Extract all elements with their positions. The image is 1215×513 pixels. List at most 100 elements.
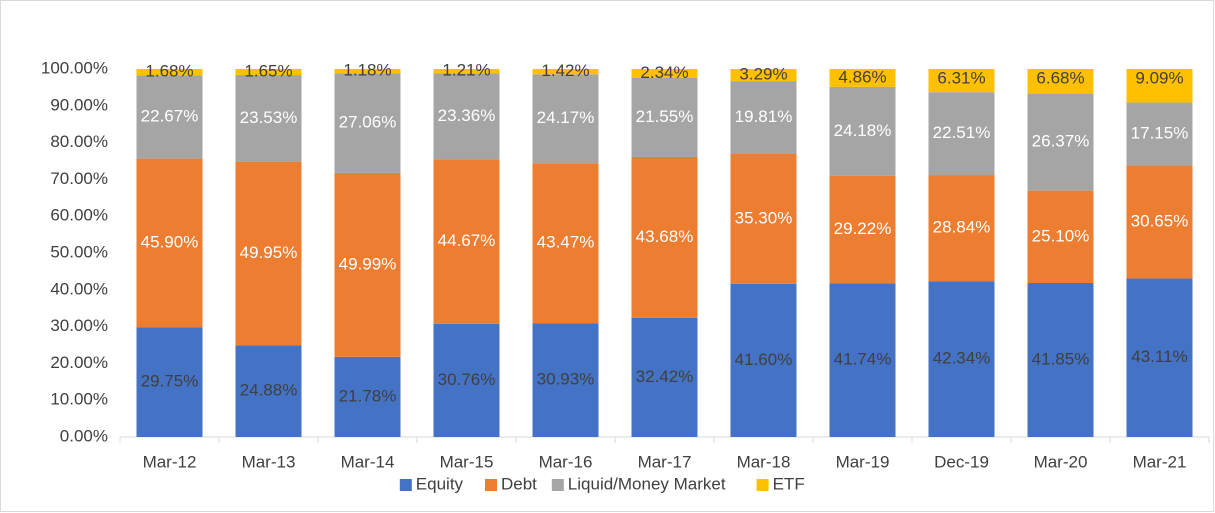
bar-segment — [532, 323, 599, 437]
legend-swatch — [399, 479, 412, 491]
data-label: 1.21% — [442, 61, 490, 80]
legend-label: Equity — [416, 474, 464, 493]
bar-segment — [136, 69, 203, 76]
bar-segment — [730, 81, 797, 155]
bar-segment — [532, 69, 599, 75]
data-label: 1.18% — [343, 61, 391, 80]
bar-segment — [631, 317, 698, 437]
bar-segment — [829, 69, 896, 87]
bar-segment — [631, 69, 698, 78]
x-tick-label: Mar-20 — [1034, 452, 1088, 471]
x-tick-label: Mar-18 — [737, 452, 791, 471]
data-label: 22.67% — [141, 106, 199, 125]
bar-segment — [829, 283, 896, 437]
y-tick-label: 60.00% — [50, 206, 108, 225]
y-tick-label: 40.00% — [50, 279, 108, 298]
data-label: 35.30% — [735, 208, 793, 227]
bar-segment — [928, 175, 995, 282]
data-label: 29.75% — [141, 372, 199, 391]
bar-segment — [829, 86, 896, 176]
x-tick-label: Dec-19 — [934, 452, 989, 471]
data-label: 21.78% — [339, 386, 397, 405]
y-tick-label: 50.00% — [50, 242, 108, 261]
data-label: 19.81% — [735, 107, 793, 126]
y-tick-label: 70.00% — [50, 169, 108, 188]
x-tick-label: Mar-15 — [440, 452, 494, 471]
data-label: 30.93% — [537, 370, 595, 389]
y-tick-label: 80.00% — [50, 132, 108, 151]
data-label: 26.37% — [1032, 132, 1090, 151]
data-label: 24.17% — [537, 108, 595, 127]
data-label: 30.76% — [438, 370, 496, 389]
bar-segment — [631, 77, 698, 157]
data-label: 23.53% — [240, 108, 298, 127]
data-label: 1.42% — [541, 61, 589, 80]
bar-segment — [1027, 69, 1094, 94]
bar-segment — [928, 281, 995, 437]
bar-segment — [1126, 165, 1193, 279]
bar-segment — [136, 327, 203, 437]
bar-segment — [433, 159, 500, 324]
data-label: 23.36% — [438, 106, 496, 125]
data-label: 1.65% — [244, 61, 292, 80]
bar-segment — [532, 74, 599, 164]
bar-segment — [730, 69, 797, 82]
bar-segment — [928, 92, 995, 176]
bar-segment — [334, 356, 401, 437]
data-label: 2.34% — [640, 63, 688, 82]
legend-label: Debt — [501, 474, 537, 493]
bar-segment — [235, 68, 302, 76]
data-label: 41.85% — [1032, 349, 1090, 368]
legend-swatch — [756, 479, 769, 491]
bar-segment — [928, 69, 995, 93]
bar-segment — [235, 345, 302, 437]
bar-segment — [1027, 282, 1094, 437]
y-tick-label: 100.00% — [41, 58, 108, 77]
legend-swatch — [485, 479, 497, 491]
data-label: 49.95% — [240, 243, 298, 262]
bar-segment — [334, 73, 401, 173]
data-label: 41.74% — [834, 350, 892, 369]
data-label: 42.34% — [933, 349, 991, 368]
data-label: 29.22% — [834, 219, 892, 238]
data-label: 43.47% — [537, 233, 595, 252]
data-label: 6.68% — [1036, 68, 1084, 87]
bar-segment — [235, 75, 302, 162]
data-label: 49.99% — [339, 254, 397, 273]
bar-segment — [136, 75, 203, 159]
bar-segment — [334, 68, 401, 74]
bar-segment — [829, 175, 896, 284]
bar-segment — [1126, 69, 1193, 103]
data-label: 21.55% — [636, 107, 694, 126]
legend-swatch — [551, 479, 564, 491]
data-label: 17.15% — [1131, 123, 1189, 142]
y-tick-label: 30.00% — [50, 316, 108, 335]
data-label: 9.09% — [1135, 68, 1183, 87]
data-label: 32.42% — [636, 367, 694, 386]
x-tick-label: Mar-21 — [1133, 452, 1187, 471]
y-tick-label: 0.00% — [60, 426, 108, 445]
data-label: 6.31% — [937, 68, 985, 87]
bar-segment — [433, 73, 500, 160]
bar-segment — [433, 323, 500, 437]
data-label: 28.84% — [933, 218, 991, 237]
bar-segment — [235, 161, 302, 346]
data-label: 41.60% — [735, 350, 793, 369]
legend-label: ETF — [773, 474, 805, 493]
bar-segment — [136, 158, 203, 328]
data-label: 27.06% — [339, 113, 397, 132]
y-tick-label: 20.00% — [50, 353, 108, 372]
bar-segment — [1126, 278, 1193, 437]
data-label: 43.68% — [636, 227, 694, 246]
data-label: 22.51% — [933, 123, 991, 142]
data-label: 3.29% — [739, 65, 787, 84]
bar-segment — [1126, 102, 1193, 166]
x-tick-label: Mar-16 — [539, 452, 593, 471]
data-label: 45.90% — [141, 233, 199, 252]
x-tick-label: Mar-13 — [242, 452, 296, 471]
data-label: 30.65% — [1131, 211, 1189, 230]
x-tick-label: Mar-12 — [143, 452, 197, 471]
